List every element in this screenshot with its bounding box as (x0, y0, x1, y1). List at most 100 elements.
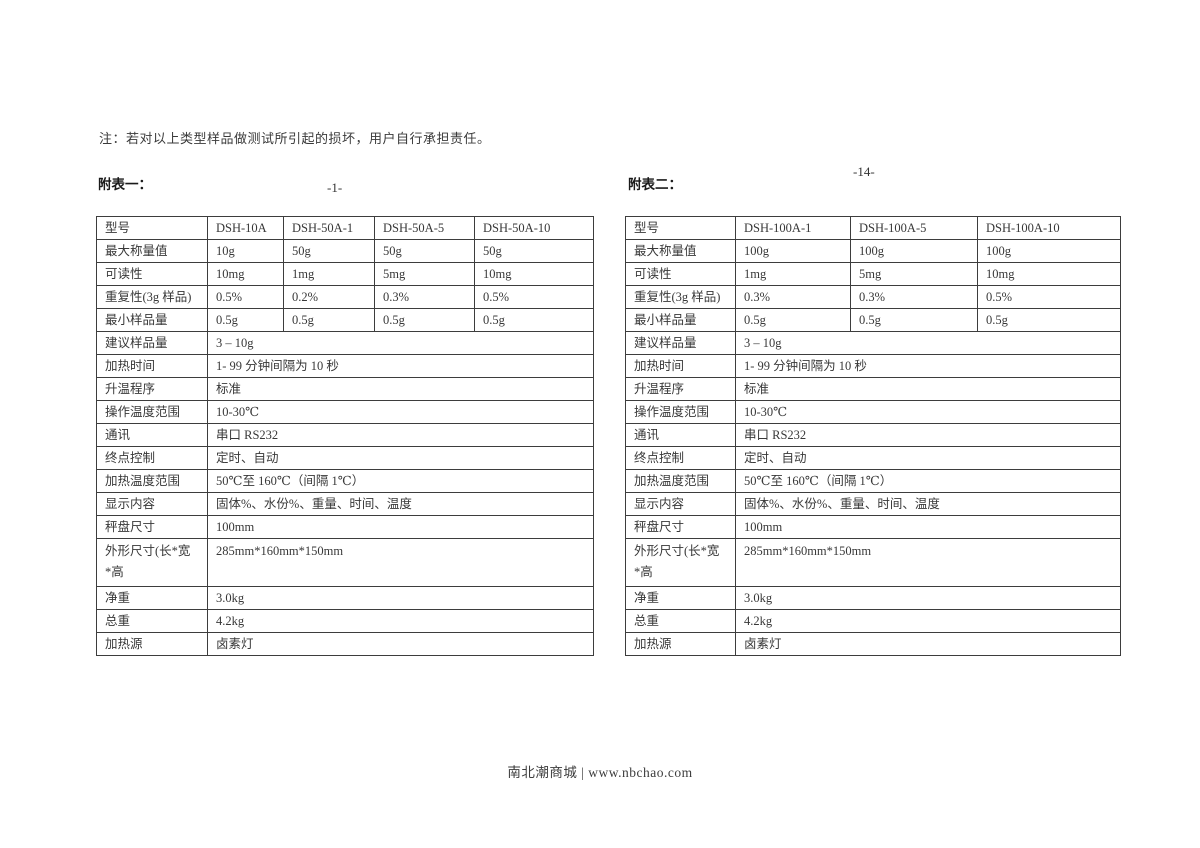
spec-value-cell: 285mm*160mm*150mm (735, 538, 1121, 587)
table-row: 升温程序 标准 (625, 377, 1121, 401)
spec-value-cell: 0.5g (474, 308, 594, 332)
table-row: 净重 3.0kg (625, 586, 1121, 610)
spec-value-cell: 10-30℃ (207, 400, 594, 424)
table-row: 最大称量值 10g 50g 50g 50g (96, 239, 594, 263)
spec-value-cell: 100mm (735, 515, 1121, 539)
table-row: 加热时间 1- 99 分钟间隔为 10 秒 (96, 354, 594, 378)
footer-text: 南北潮商城 | www.nbchao.com (507, 765, 693, 780)
table-row: 外形尺寸(长*宽 *高 285mm*160mm*150mm (96, 538, 594, 587)
table-row: 操作温度范围 10-30℃ (625, 400, 1121, 424)
spec-header-model-cell: DSH-100A-10 (977, 216, 1121, 240)
spec-value-cell: 1mg (735, 262, 851, 286)
spec-header-model-cell: DSH-100A-1 (735, 216, 851, 240)
spec-value-cell: 100mm (207, 515, 594, 539)
table-row: 通讯 串口 RS232 (625, 423, 1121, 447)
spec-header-model-cell: DSH-50A-5 (374, 216, 475, 240)
spec-value-cell: 1mg (283, 262, 375, 286)
spec-value-cell: 100g (977, 239, 1121, 263)
spec-value-cell: 0.5g (850, 308, 978, 332)
table-row: 净重 3.0kg (96, 586, 594, 610)
table-row: 最大称量值 100g 100g 100g (625, 239, 1121, 263)
spec-header-model-cell: DSH-100A-5 (850, 216, 978, 240)
spec-label-cell: 建议样品量 (96, 331, 208, 355)
table-row: 加热温度范围 50℃至 160℃（间隔 1℃） (625, 469, 1121, 493)
spec-label-cell: 外形尺寸(长*宽 *高 (625, 538, 736, 587)
table2-caption: 附表二： (628, 177, 682, 192)
spec-label-cell: 操作温度范围 (96, 400, 208, 424)
spec-label-cell: 加热温度范围 (96, 469, 208, 493)
table-row: 加热温度范围 50℃至 160℃（间隔 1℃） (96, 469, 594, 493)
spec-value-cell: 3.0kg (735, 586, 1121, 610)
spec-value-cell: 50℃至 160℃（间隔 1℃） (207, 469, 594, 493)
spec-label-cell: 升温程序 (96, 377, 208, 401)
spec-value-cell: 5mg (374, 262, 475, 286)
spec-value-cell: 0.2% (283, 285, 375, 309)
spec-value-cell: 100g (850, 239, 978, 263)
table-row: 总重 4.2kg (625, 609, 1121, 633)
page-number-14: -14- (853, 164, 875, 179)
table-row: 秤盘尺寸 100mm (96, 515, 594, 539)
spec-value-cell: 卤素灯 (735, 632, 1121, 656)
spec-value-cell: 固体%、水份%、重量、时间、温度 (735, 492, 1121, 516)
spec-value-cell: 串口 RS232 (207, 423, 594, 447)
spec-label-cell: 显示内容 (625, 492, 736, 516)
table-row: 显示内容 固体%、水份%、重量、时间、温度 (96, 492, 594, 516)
table-header-row: 型号 DSH-10A DSH-50A-1 DSH-50A-5 DSH-50A-10 (96, 216, 594, 240)
spec-value-cell: 50℃至 160℃（间隔 1℃） (735, 469, 1121, 493)
spec-table-1: 型号 DSH-10A DSH-50A-1 DSH-50A-5 DSH-50A-10 最大称… (96, 216, 594, 656)
table-row: 加热源 卤素灯 (625, 632, 1121, 656)
spec-label-cell: 最大称量值 (625, 239, 736, 263)
spec-header-label-cell: 型号 (625, 216, 736, 240)
table-row: 通讯 串口 RS232 (96, 423, 594, 447)
spec-value-cell: 50g (474, 239, 594, 263)
spec-label-cell: 升温程序 (625, 377, 736, 401)
spec-label-cell: 可读性 (96, 262, 208, 286)
spec-value-cell: 10mg (474, 262, 594, 286)
spec-label-cell: 净重 (96, 586, 208, 610)
spec-value-cell: 3.0kg (207, 586, 594, 610)
spec-header-model-cell: DSH-50A-10 (474, 216, 594, 240)
table-row: 重复性(3g 样品) 0.5% 0.2% 0.3% 0.5% (96, 285, 594, 309)
spec-label-cell: 可读性 (625, 262, 736, 286)
spec-label-cell: 加热时间 (96, 354, 208, 378)
spec-value-cell: 10mg (977, 262, 1121, 286)
note-text: 注：若对以上类型样品做测试所引起的损坏，用户自行承担责任。 (99, 131, 491, 146)
spec-value-cell: 0.5% (207, 285, 284, 309)
table-row: 可读性 1mg 5mg 10mg (625, 262, 1121, 286)
spec-label-cell: 最大称量值 (96, 239, 208, 263)
spec-value-cell: 285mm*160mm*150mm (207, 538, 594, 587)
table-row: 重复性(3g 样品) 0.3% 0.3% 0.5% (625, 285, 1121, 309)
spec-table-2: 型号 DSH-100A-1 DSH-100A-5 DSH-100A-10 最大称量值 10… (625, 216, 1121, 656)
table1-caption: 附表一： (98, 177, 152, 192)
spec-label-cell: 操作温度范围 (625, 400, 736, 424)
page-number-1: -1- (327, 180, 343, 195)
spec-label-cell: 外形尺寸(长*宽 *高 (96, 538, 208, 587)
spec-header-model-cell: DSH-50A-1 (283, 216, 375, 240)
table-row: 终点控制 定时、自动 (96, 446, 594, 470)
spec-value-cell: 0.3% (735, 285, 851, 309)
table-row: 加热时间 1- 99 分钟间隔为 10 秒 (625, 354, 1121, 378)
spec-value-cell: 0.5g (374, 308, 475, 332)
spec-label-cell: 最小样品量 (96, 308, 208, 332)
table-row: 外形尺寸(长*宽 *高 285mm*160mm*150mm (625, 538, 1121, 587)
spec-value-cell: 0.5% (977, 285, 1121, 309)
spec-value-cell: 卤素灯 (207, 632, 594, 656)
spec-value-cell: 固体%、水份%、重量、时间、温度 (207, 492, 594, 516)
table-row: 建议样品量 3 – 10g (625, 331, 1121, 355)
spec-label-cell: 总重 (96, 609, 208, 633)
spec-value-cell: 0.5g (735, 308, 851, 332)
spec-label-cell: 总重 (625, 609, 736, 633)
spec-label-cell: 重复性(3g 样品) (96, 285, 208, 309)
spec-value-cell: 1- 99 分钟间隔为 10 秒 (735, 354, 1121, 378)
table-row: 终点控制 定时、自动 (625, 446, 1121, 470)
spec-label-cell: 加热温度范围 (625, 469, 736, 493)
table-row: 最小样品量 0.5g 0.5g 0.5g 0.5g (96, 308, 594, 332)
spec-value-cell: 0.5g (977, 308, 1121, 332)
spec-label-cell: 净重 (625, 586, 736, 610)
spec-value-cell: 100g (735, 239, 851, 263)
spec-value-cell: 0.5g (207, 308, 284, 332)
spec-value-cell: 标准 (735, 377, 1121, 401)
table-row: 总重 4.2kg (96, 609, 594, 633)
table-row: 操作温度范围 10-30℃ (96, 400, 594, 424)
spec-value-cell: 4.2kg (735, 609, 1121, 633)
